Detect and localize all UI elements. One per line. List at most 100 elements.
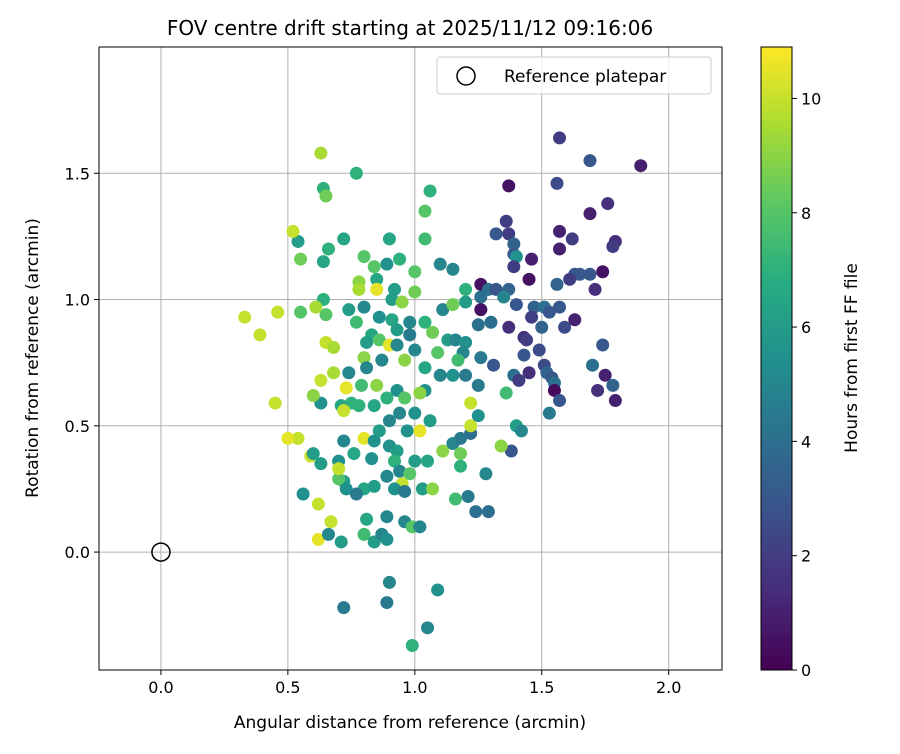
data-point <box>448 333 462 347</box>
data-point <box>319 189 333 203</box>
legend-marker-reference <box>456 66 476 86</box>
data-point <box>372 310 386 324</box>
data-point <box>459 368 473 382</box>
y-axis-label: Rotation from reference (arcmin) <box>23 218 43 498</box>
y-tick-label: 1.0 <box>65 291 90 310</box>
data-point <box>522 272 536 286</box>
data-point <box>408 454 422 468</box>
data-point <box>446 262 460 276</box>
data-point <box>454 459 468 473</box>
data-point <box>415 482 429 496</box>
legend-label-reference: Reference platepar <box>504 67 666 87</box>
data-point <box>497 290 511 304</box>
x-tick-label: 0.5 <box>275 678 300 697</box>
data-point <box>319 308 333 322</box>
x-tick-label: 1.5 <box>529 678 554 697</box>
data-point <box>360 512 374 526</box>
data-point <box>380 257 394 271</box>
data-point <box>535 320 549 334</box>
data-point <box>321 527 335 541</box>
data-point <box>380 510 394 524</box>
data-point <box>291 431 305 445</box>
data-point <box>408 343 422 357</box>
data-point <box>372 424 386 438</box>
data-point <box>459 335 473 349</box>
data-point <box>337 404 351 418</box>
data-point <box>469 505 483 519</box>
data-point <box>464 419 478 433</box>
data-point <box>339 381 353 395</box>
data-point <box>357 250 371 264</box>
data-point <box>337 232 351 246</box>
data-point <box>583 154 597 168</box>
data-point <box>367 399 381 413</box>
data-point <box>436 303 450 317</box>
data-point <box>339 482 353 496</box>
data-point <box>375 353 389 367</box>
data-point <box>390 444 404 458</box>
data-point <box>357 527 371 541</box>
data-point <box>499 386 513 400</box>
data-point <box>327 341 341 355</box>
data-point <box>296 487 310 501</box>
data-point <box>342 303 356 317</box>
data-point <box>360 361 374 375</box>
data-point <box>367 260 381 274</box>
data-point <box>502 227 516 241</box>
data-point <box>367 479 381 493</box>
data-point <box>471 409 485 423</box>
x-tick-label: 2.0 <box>656 678 681 697</box>
data-point <box>332 472 346 486</box>
data-point <box>509 250 523 264</box>
colorbar-tick-label: 8 <box>801 204 811 223</box>
data-point <box>489 227 503 241</box>
data-point <box>418 204 432 218</box>
data-point <box>342 366 356 380</box>
data-point <box>563 272 577 286</box>
data-point <box>426 482 440 496</box>
data-point <box>459 295 473 309</box>
data-point <box>413 424 427 438</box>
data-point <box>525 252 539 266</box>
data-point <box>484 315 498 329</box>
data-point <box>309 300 323 314</box>
data-point <box>550 277 564 291</box>
data-point <box>481 505 495 519</box>
data-point <box>606 378 620 392</box>
data-point <box>372 333 386 347</box>
y-tick-label: 1.5 <box>65 164 90 183</box>
data-point <box>311 497 325 511</box>
data-point <box>393 406 407 420</box>
data-point <box>321 242 335 256</box>
data-point <box>514 424 528 438</box>
data-point <box>532 343 546 357</box>
data-point <box>294 252 308 266</box>
data-point <box>360 335 374 349</box>
x-tick-label: 1.0 <box>402 678 427 697</box>
data-point <box>349 487 363 501</box>
data-point <box>423 184 437 198</box>
colorbar-tick-label: 0 <box>801 661 811 680</box>
data-point <box>306 447 320 461</box>
data-point <box>380 532 394 546</box>
data-point <box>601 197 615 211</box>
data-point <box>512 373 526 387</box>
data-point <box>421 454 435 468</box>
chart-title: FOV centre drift starting at 2025/11/12 … <box>167 16 653 40</box>
data-point <box>253 328 267 342</box>
data-point <box>398 484 412 498</box>
data-point <box>388 482 402 496</box>
data-point <box>568 313 582 327</box>
data-point <box>337 601 351 615</box>
data-point <box>583 267 597 281</box>
data-point <box>347 447 361 461</box>
data-point <box>474 290 488 304</box>
plot-frame <box>98 46 723 671</box>
data-point <box>553 131 567 145</box>
data-point <box>398 353 412 367</box>
data-point <box>494 439 508 453</box>
legend-box <box>436 56 712 95</box>
data-point <box>357 300 371 314</box>
data-point <box>431 346 445 360</box>
